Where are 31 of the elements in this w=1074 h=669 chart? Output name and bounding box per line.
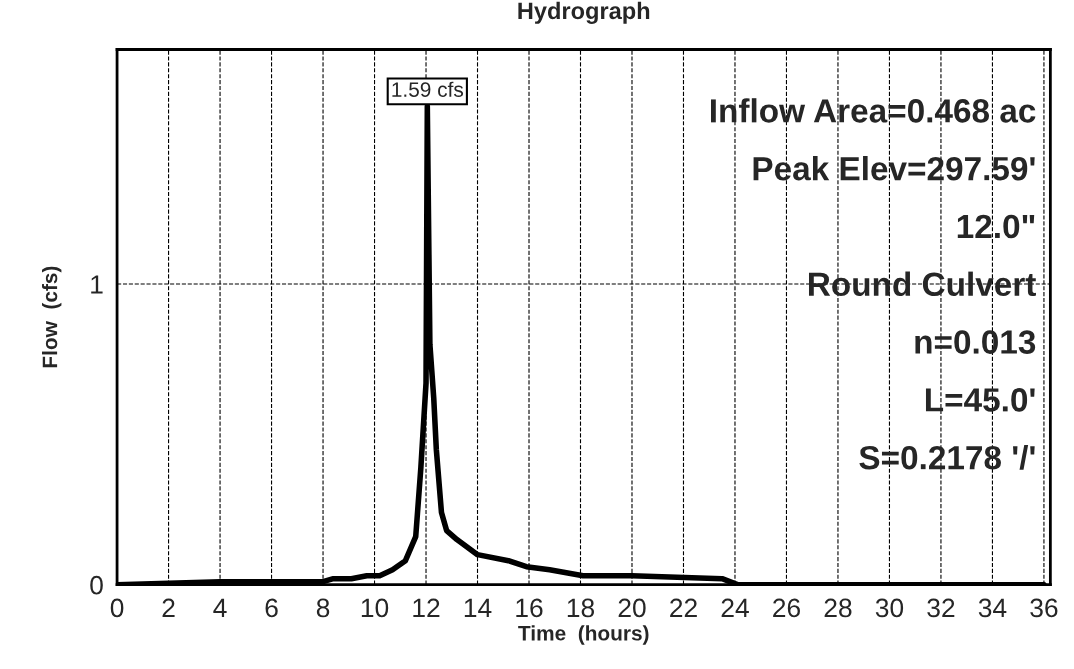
x-tick-label: 30 — [875, 598, 904, 618]
x-tick-label: 24 — [721, 598, 749, 618]
x-tick-label: 34 — [978, 598, 1007, 618]
annotation: Round Culvert — [808, 271, 1036, 297]
x-tick-label: 26 — [773, 598, 800, 618]
x-tick-label: 20 — [618, 598, 646, 618]
x-tick-label: 36 — [1030, 598, 1058, 618]
x-tick-label: 6 — [265, 598, 278, 618]
x-tick-label: 18 — [567, 598, 595, 618]
x-tick-label: 32 — [927, 598, 955, 618]
x-axis-title: Time (hours) — [518, 625, 649, 645]
annotation: 1.59 cfs — [392, 81, 464, 97]
x-tick-label: 0 — [110, 598, 124, 618]
x-tick-label: 2 — [162, 598, 175, 618]
annotation: 12.0" — [957, 214, 1035, 239]
chart-title: Hydrograph — [518, 1, 650, 24]
x-tick-label: 8 — [316, 598, 330, 618]
y-tick-label: 1 — [91, 275, 103, 294]
x-tick-label: 12 — [413, 598, 440, 618]
x-tick-label: 4 — [213, 598, 227, 618]
x-tick-label: 10 — [361, 598, 389, 618]
annotation: Peak Elev=297.59' — [753, 156, 1035, 181]
x-tick-label: 16 — [516, 598, 543, 618]
x-tick-label: 22 — [670, 598, 697, 618]
annotation: L=45.0' — [925, 388, 1035, 412]
x-tick-label: 28 — [824, 598, 852, 618]
annotation: Inflow Area=0.468 ac — [711, 98, 1036, 123]
y-axis-title: Flow (cfs) — [42, 266, 62, 368]
x-tick-label: 14 — [464, 598, 492, 618]
annotation: n=0.013 — [915, 330, 1036, 354]
annotation: S=0.2178 '/' — [859, 445, 1035, 470]
